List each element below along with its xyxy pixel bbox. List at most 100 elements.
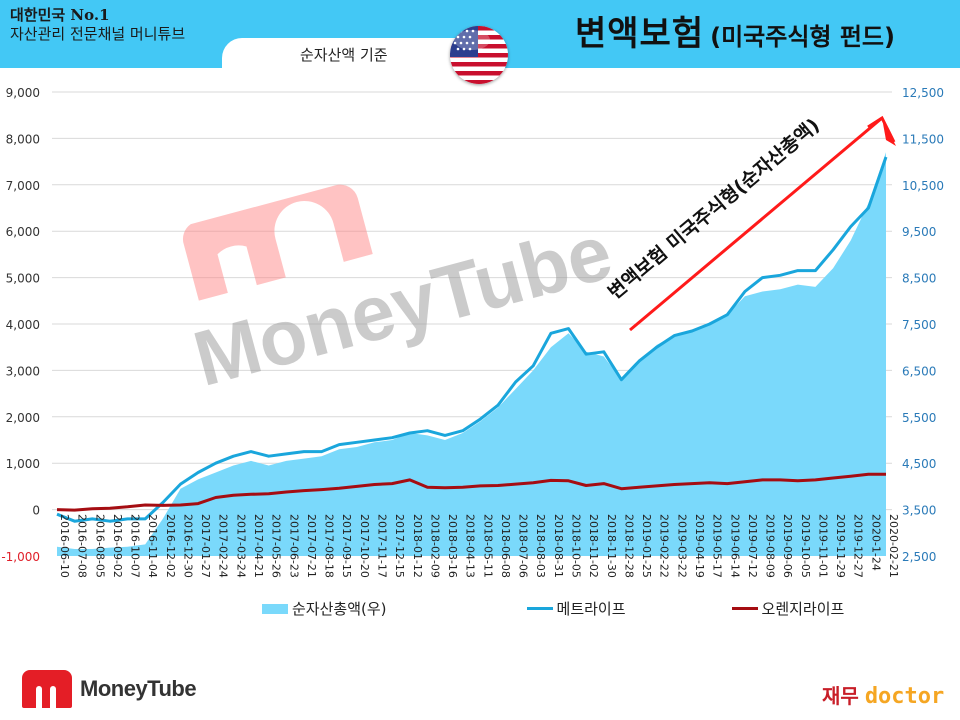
svg-text:2017-03-24: 2017-03-24 xyxy=(234,514,247,578)
svg-text:-1,000: -1,000 xyxy=(1,550,40,564)
svg-text:2019-09-06: 2019-09-06 xyxy=(781,514,794,578)
svg-text:0: 0 xyxy=(32,504,40,518)
svg-text:2017-12-15: 2017-12-15 xyxy=(393,514,406,578)
legend-label: 메트라이프 xyxy=(556,600,626,618)
svg-text:2,500: 2,500 xyxy=(902,550,936,564)
metlife-line xyxy=(56,156,888,523)
annotation-text: 변액보험 미국주식형(순자산총액) xyxy=(604,114,824,304)
svg-text:2019-12-27: 2019-12-27 xyxy=(852,514,865,578)
svg-text:2018-06-08: 2018-06-08 xyxy=(499,514,512,578)
jaemu-text: 재무 xyxy=(822,684,859,708)
svg-text:2019-02-22: 2019-02-22 xyxy=(658,514,671,578)
legend-swatch-area xyxy=(262,603,288,614)
svg-text:10,500: 10,500 xyxy=(902,179,944,193)
svg-text:2018-11-02: 2018-11-02 xyxy=(587,514,600,578)
svg-text:7,000: 7,000 xyxy=(6,179,40,193)
svg-text:2016-11-04: 2016-11-04 xyxy=(146,514,159,578)
svg-text:2016-12-30: 2016-12-30 xyxy=(181,514,194,578)
doctor-text: doctor xyxy=(864,684,945,709)
legend-item-net-assets: 순자산총액(우) xyxy=(262,598,387,619)
svg-text:2019-11-01: 2019-11-01 xyxy=(816,514,829,578)
svg-text:2019-01-25: 2019-01-25 xyxy=(640,514,653,578)
svg-text:5,000: 5,000 xyxy=(6,272,40,286)
svg-text:2018-12-28: 2018-12-28 xyxy=(622,514,635,578)
svg-text:2017-04-21: 2017-04-21 xyxy=(252,514,265,578)
svg-text:2016-06-10: 2016-06-10 xyxy=(58,514,71,578)
svg-text:12,500: 12,500 xyxy=(902,86,944,100)
svg-text:2017-09-15: 2017-09-15 xyxy=(340,514,353,578)
moneytube-logo-text: MoneyTube xyxy=(80,676,197,701)
svg-text:11,500: 11,500 xyxy=(902,132,944,146)
svg-text:2018-02-09: 2018-02-09 xyxy=(428,514,441,578)
svg-text:2018-04-13: 2018-04-13 xyxy=(464,514,477,578)
legend-label: 순자산총액(우) xyxy=(292,600,387,618)
tagline-line1: 대한민국 No.1 xyxy=(10,6,110,24)
svg-text:2017-08-18: 2017-08-18 xyxy=(323,514,336,578)
svg-text:9,000: 9,000 xyxy=(6,86,40,100)
svg-text:2019-11-29: 2019-11-29 xyxy=(834,514,847,578)
legend-swatch-line xyxy=(526,607,553,610)
svg-text:2017-06-23: 2017-06-23 xyxy=(287,514,300,578)
svg-text:4,000: 4,000 xyxy=(6,318,40,332)
legend-item-metlife: 메트라이프 xyxy=(526,598,626,619)
svg-text:2017-10-20: 2017-10-20 xyxy=(358,514,371,578)
svg-text:8,000: 8,000 xyxy=(6,132,40,146)
svg-text:2016-09-02: 2016-09-02 xyxy=(111,514,124,578)
svg-text:8,500: 8,500 xyxy=(902,272,936,286)
svg-text:2017-01-27: 2017-01-27 xyxy=(199,514,212,578)
chart-legend: 순자산총액(우) 메트라이프 오렌지라이프 xyxy=(262,598,844,619)
moneytube-m-icon xyxy=(22,670,72,708)
chart-area: MoneyTube 9,0008,0007,0006,0005,0004,000… xyxy=(1,86,944,578)
svg-text:3,500: 3,500 xyxy=(902,504,936,518)
svg-text:2018-07-06: 2018-07-06 xyxy=(517,514,530,578)
x-axis-labels: 2016-06-10 2016-07-08 2016-08-05 2016-09-02… xyxy=(58,514,900,578)
chart-subtitle: 순자산액 기준 xyxy=(300,46,388,64)
svg-text:2016-12-02: 2016-12-02 xyxy=(164,514,177,578)
title-sub: (미국주식형 펀드) xyxy=(710,23,895,51)
tagline-line2: 자산관리 전문채널 머니튜브 xyxy=(10,25,186,43)
svg-text:2018-08-31: 2018-08-31 xyxy=(552,514,565,578)
svg-text:2,000: 2,000 xyxy=(6,411,40,425)
y-axis-left: 9,000 8,000 7,000 6,000 5,000 4,000 3,000 2,000… xyxy=(1,86,40,564)
svg-text:2016-07-08: 2016-07-08 xyxy=(76,514,89,578)
channel-tagline: 대한민국 No.1 자산관리 전문채널 머니튜브 xyxy=(10,6,185,44)
legend-item-orangelife: 오렌지라이프 xyxy=(731,598,845,619)
svg-text:2019-08-09: 2019-08-09 xyxy=(764,514,777,578)
svg-text:9,500: 9,500 xyxy=(902,225,936,239)
moneytube-logo: MoneyTube xyxy=(22,670,197,708)
legend-label: 오렌지라이프 xyxy=(761,600,845,618)
svg-text:2019-06-14: 2019-06-14 xyxy=(728,514,741,578)
svg-text:4,500: 4,500 xyxy=(902,457,936,471)
svg-text:2018-05-11: 2018-05-11 xyxy=(481,514,494,578)
svg-text:2019-07-12: 2019-07-12 xyxy=(746,514,759,578)
svg-text:1,000: 1,000 xyxy=(6,457,40,471)
svg-text:2020-02-21: 2020-02-21 xyxy=(887,514,900,578)
jaemu-doctor-logo: 재무 doctor xyxy=(822,680,944,709)
svg-text:3,000: 3,000 xyxy=(6,364,40,378)
svg-text:2018-08-03: 2018-08-03 xyxy=(534,514,547,578)
svg-text:2017-02-24: 2017-02-24 xyxy=(217,514,230,578)
svg-text:2018-03-16: 2018-03-16 xyxy=(446,514,459,578)
net-assets-area xyxy=(57,152,886,557)
svg-text:2017-11-17: 2017-11-17 xyxy=(375,514,388,578)
svg-text:2018-11-30: 2018-11-30 xyxy=(605,514,618,578)
svg-text:2019-03-22: 2019-03-22 xyxy=(675,514,688,578)
svg-text:2016-08-05: 2016-08-05 xyxy=(93,514,106,578)
page-title: 변액보험 (미국주식형 펀드) xyxy=(575,6,895,55)
orangelife-line xyxy=(56,472,886,512)
svg-text:2017-05-26: 2017-05-26 xyxy=(270,514,283,578)
subtitle-tab xyxy=(222,38,472,72)
title-main: 변액보험 xyxy=(575,14,705,54)
y-axis-right: 12,500 11,500 10,500 9,500 8,500 7,500 6,500 5,… xyxy=(902,86,944,564)
svg-text:6,000: 6,000 xyxy=(6,225,40,239)
svg-text:7,500: 7,500 xyxy=(902,318,936,332)
svg-text:2016-10-07: 2016-10-07 xyxy=(129,514,142,578)
svg-text:5,500: 5,500 xyxy=(902,411,936,425)
svg-text:6,500: 6,500 xyxy=(902,364,936,378)
svg-text:2019-10-05: 2019-10-05 xyxy=(799,514,812,578)
svg-text:2020-1-24: 2020-1-24 xyxy=(869,514,882,571)
svg-text:2018-01-12: 2018-01-12 xyxy=(411,514,424,578)
svg-text:2017-07-21: 2017-07-21 xyxy=(305,514,318,578)
svg-text:2019-05-17: 2019-05-17 xyxy=(711,514,724,578)
svg-text:2018-10-05: 2018-10-05 xyxy=(570,514,583,578)
